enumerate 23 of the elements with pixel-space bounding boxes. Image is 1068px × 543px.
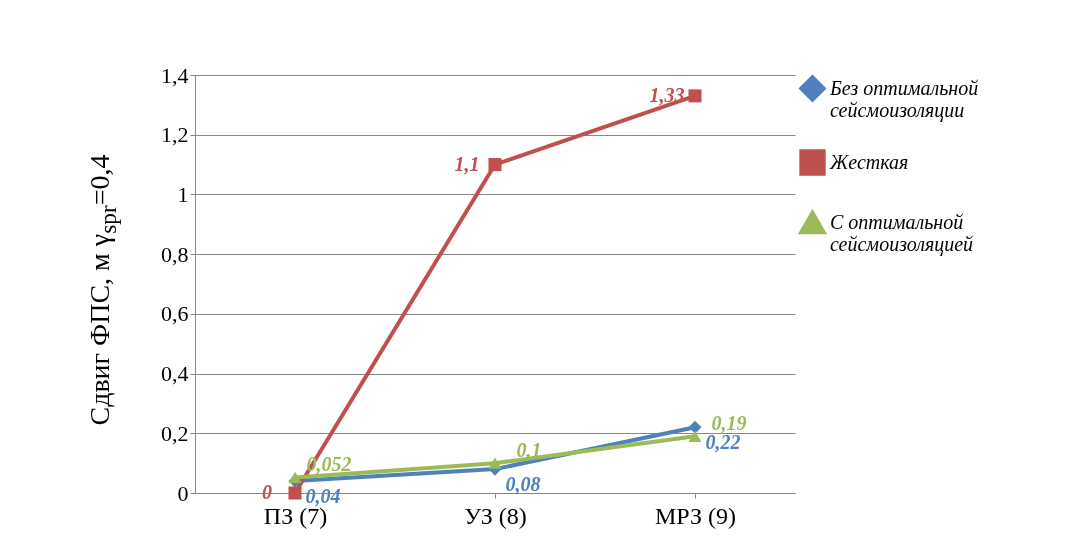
data-label: 0,08 bbox=[505, 473, 541, 496]
point bbox=[688, 89, 702, 103]
legend-label: С оптимальной сейсмоизоляцией bbox=[830, 210, 974, 256]
point bbox=[488, 158, 502, 172]
legend-label: Жесткая bbox=[829, 150, 909, 173]
y-tick-label: 0,4 bbox=[161, 361, 189, 387]
point bbox=[688, 430, 702, 442]
y-tick-label: 0,8 bbox=[161, 241, 189, 267]
y-tick-label: 1,2 bbox=[161, 122, 189, 148]
x-tick-label: МРЗ (9) bbox=[655, 502, 736, 529]
y-tick-label: 1,4 bbox=[161, 62, 189, 88]
data-label: 1,1 bbox=[454, 152, 480, 175]
y-tick-label: 0,6 bbox=[161, 301, 189, 327]
y-tick-label: 0,2 bbox=[161, 420, 189, 446]
legend-label: Без оптимальной сейсмоизоляции bbox=[829, 76, 979, 122]
point bbox=[288, 471, 302, 484]
point bbox=[288, 486, 302, 500]
data-label: 0,19 bbox=[711, 412, 747, 435]
x-tick-label: УЗ (8) bbox=[464, 502, 527, 529]
y-tick-label: 1 bbox=[177, 181, 189, 207]
y-tick-label: 0 bbox=[177, 480, 189, 506]
point bbox=[488, 457, 502, 469]
point bbox=[688, 420, 702, 434]
